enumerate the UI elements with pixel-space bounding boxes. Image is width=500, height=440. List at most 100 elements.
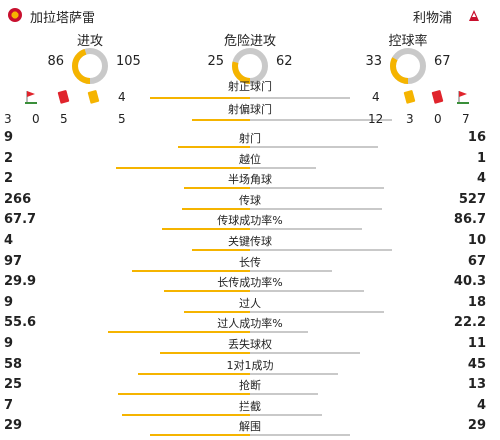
stat-row: 55.6 过人成功率% 22.2 [0, 315, 500, 335]
stat-label: 过人成功率% [217, 317, 283, 331]
stat-away-bar [250, 434, 350, 437]
stat-row: 2 越位 1 [0, 151, 500, 171]
stat-home-value: 97 [4, 253, 23, 269]
stat-home-bar [182, 207, 250, 210]
stat-away-value: 13 [467, 377, 486, 393]
stat-away-bar [250, 413, 322, 416]
stat-label: 半场角球 [228, 173, 272, 187]
stat-away-bar [250, 331, 308, 334]
donut-possession: 控球率 33 67 [328, 30, 488, 88]
away-red-count: 0 [434, 112, 442, 126]
stat-home-bar [162, 228, 250, 231]
stat-away-value: 16 [467, 130, 486, 145]
stat-label: 关键传球 [228, 235, 272, 248]
stat-home-bar [184, 187, 250, 190]
stat-home-value: 266 [4, 191, 32, 207]
red-card-icon [57, 90, 70, 104]
stat-home-bar [150, 434, 250, 437]
stat-row: 58 1对1成功 45 [0, 357, 500, 377]
stat-home-bar [164, 290, 250, 293]
donut-title: 进攻 [76, 34, 103, 49]
yellow-card-icon [403, 90, 416, 104]
stat-row: 9 射门 16 [0, 130, 500, 150]
stat-home-bar [160, 352, 250, 354]
stat-away-bar [250, 228, 362, 231]
stat-away-value: 527 [458, 191, 486, 207]
stat-away-value: 18 [467, 294, 486, 310]
stat-away-bar [250, 269, 332, 272]
stat-away-value: 10 [467, 233, 486, 248]
stat-home-value: 4 [4, 233, 14, 248]
donut-home-arc [390, 48, 426, 84]
stat-label: 传球 [239, 193, 261, 207]
galatasaray-crest-icon [8, 8, 22, 22]
stat-row: 29.9 长传成功率% 40.3 [0, 274, 500, 294]
donut-chart [390, 48, 426, 84]
off-target-home: 5 [118, 112, 126, 126]
stat-home-bar [184, 310, 250, 313]
liverpool-crest-icon [469, 10, 479, 21]
donut-away-value: 62 [276, 54, 293, 69]
stat-home-bar [108, 331, 250, 334]
stat-away-value: 11 [467, 336, 486, 351]
away-yellow-count: 3 [406, 112, 414, 126]
stat-away-bar [250, 310, 384, 313]
stat-row: 7 拦截 4 [0, 398, 500, 418]
away-team-name: 利物浦 [412, 11, 452, 26]
stat-away-value: 29 [467, 418, 486, 434]
stat-home-value: 7 [4, 397, 14, 413]
off-target-home-bar [192, 119, 250, 121]
stat-away-value: 22.2 [453, 315, 486, 331]
stat-home-bar [118, 393, 250, 396]
home-yellow-count: 5 [60, 112, 68, 126]
stat-away-bar [250, 393, 318, 396]
red-card-icon [431, 90, 444, 104]
stat-label: 射门 [239, 132, 261, 145]
stat-away-value: 4 [476, 397, 486, 413]
donut-title: 危险进攻 [223, 34, 276, 49]
stat-home-value: 58 [4, 356, 23, 372]
stat-away-bar [250, 146, 378, 148]
off-target-label: 射偏球门 [228, 103, 272, 116]
donut-home-arc [72, 48, 108, 84]
on-target-away: 4 [372, 90, 380, 104]
off-target-away: 12 [368, 112, 384, 126]
stat-home-value: 2 [4, 150, 14, 166]
stat-home-value: 29.9 [4, 274, 37, 290]
stat-away-value: 4 [476, 171, 486, 187]
stat-home-value: 9 [4, 336, 14, 351]
stat-row: 97 长传 67 [0, 254, 500, 274]
stat-away-value: 40.3 [453, 274, 486, 290]
donut-home-arc [232, 48, 268, 84]
stat-away-value: 86.7 [453, 212, 486, 228]
stat-label: 1对1成功 [226, 358, 274, 372]
stat-label: 丢失球权 [228, 338, 272, 351]
home-corners-count: 3 [4, 112, 12, 126]
stat-home-bar [178, 146, 250, 148]
donut-home-value: 33 [365, 54, 382, 69]
corner-flag-icon [25, 91, 37, 104]
stat-row: 67.7 传球成功率% 86.7 [0, 212, 500, 232]
corner-flag-icon [457, 91, 469, 104]
on-target-home-bar [150, 97, 250, 99]
stat-row: 266 传球 527 [0, 192, 500, 212]
stat-row: 29 解围 29 [0, 418, 500, 438]
stat-home-value: 55.6 [4, 315, 37, 331]
stat-row: 9 丢失球权 11 [0, 336, 500, 356]
donut-chart [72, 48, 108, 84]
stat-row: 2 半场角球 4 [0, 171, 500, 191]
donut-dangerous-attack: 危险进攻 25 62 [170, 30, 330, 88]
donut-away-value: 105 [116, 54, 141, 69]
stat-away-bar [250, 207, 382, 210]
stat-home-bar [116, 166, 250, 169]
stat-label: 拦截 [239, 399, 261, 413]
stat-label: 抢断 [239, 379, 261, 393]
home-red-count: 0 [32, 112, 40, 126]
donut-chart [232, 48, 268, 84]
stat-away-bar [250, 372, 338, 375]
stat-label: 长传成功率% [217, 276, 283, 290]
stat-row: 25 抢断 13 [0, 377, 500, 397]
donut-title: 控球率 [388, 34, 428, 49]
match-header: 加拉塔萨雷 利物浦 [0, 4, 500, 26]
stat-home-value: 9 [4, 294, 14, 310]
